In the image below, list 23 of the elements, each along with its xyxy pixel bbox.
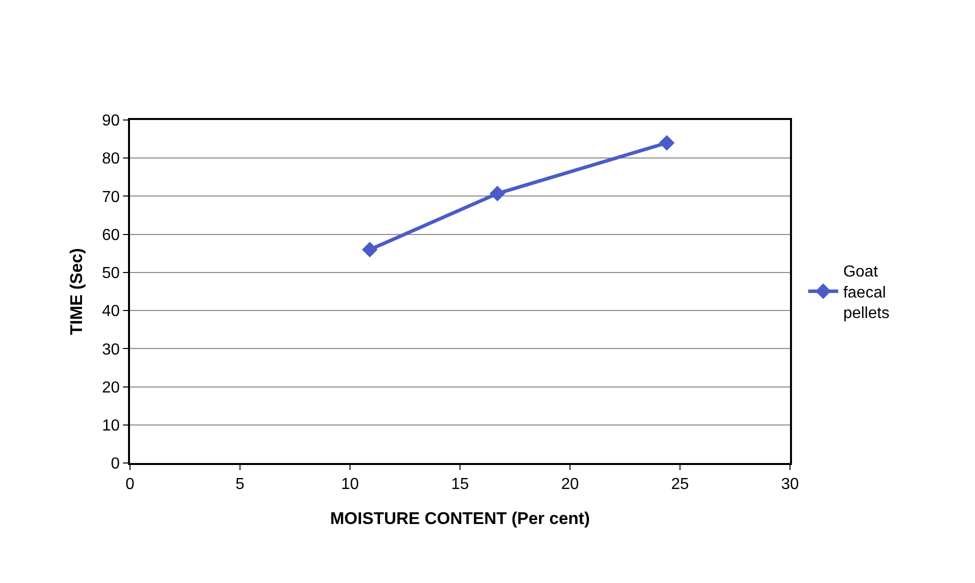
x-axis-title: MOISTURE CONTENT (Per cent) [330, 509, 590, 528]
y-axis-title: TIME (Sec) [67, 248, 86, 335]
point [490, 186, 506, 202]
y-tick-label: 60 [102, 226, 120, 244]
y-tick-label: 70 [102, 188, 120, 206]
x-tick-label: 0 [126, 476, 135, 494]
y-tick-label: 20 [102, 379, 120, 396]
x-tick-label: 5 [236, 476, 245, 494]
x-tick-label: 10 [341, 476, 359, 494]
y-tick-label: 90 [102, 112, 120, 130]
x-tick-label: 15 [451, 476, 469, 494]
legend-label: Goat faecal pellets [843, 264, 890, 322]
x-tick-label: 20 [561, 476, 579, 494]
x-tick-label: 25 [671, 476, 689, 494]
y-tick-label: 40 [102, 303, 120, 320]
x-tick-label: 30 [781, 476, 799, 494]
y-tick-label: 50 [102, 265, 120, 282]
point [362, 242, 378, 258]
y-tick-label: 80 [102, 150, 120, 168]
y-tick-label: 10 [102, 417, 120, 434]
y-tick-label: 30 [102, 341, 120, 358]
y-tick-label: 0 [110, 456, 120, 473]
point [659, 135, 675, 151]
